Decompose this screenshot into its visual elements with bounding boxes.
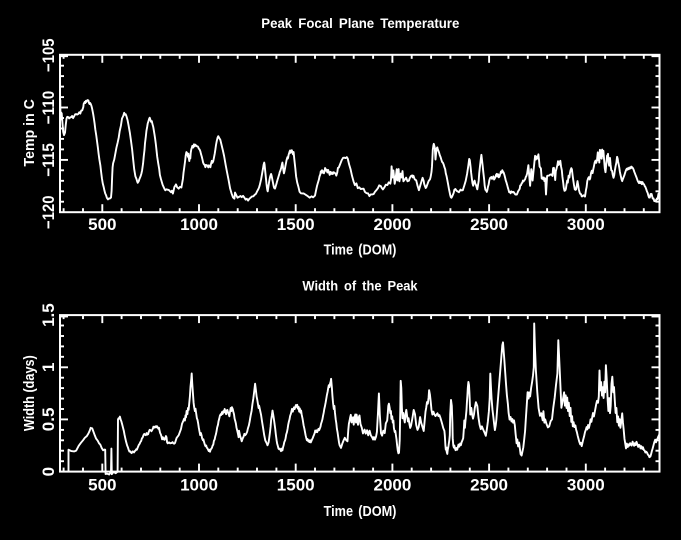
svg-text:−110: −110 — [39, 91, 58, 125]
svg-text:Temp in C: Temp in C — [21, 99, 38, 166]
svg-text:Time (DOM): Time (DOM) — [324, 242, 397, 258]
svg-text:2500: 2500 — [470, 215, 508, 234]
svg-text:3000: 3000 — [567, 215, 605, 234]
svg-text:Time (DOM): Time (DOM) — [324, 504, 397, 520]
svg-text:0: 0 — [39, 467, 58, 476]
svg-text:2000: 2000 — [373, 475, 411, 494]
svg-text:Width (days): Width (days) — [21, 355, 38, 431]
svg-text:1: 1 — [39, 363, 58, 372]
svg-text:−120: −120 — [39, 195, 58, 229]
svg-text:3000: 3000 — [567, 475, 605, 494]
svg-text:0.5: 0.5 — [39, 408, 58, 432]
svg-text:2500: 2500 — [470, 475, 508, 494]
svg-text:1500: 1500 — [277, 475, 315, 494]
svg-text:1.5: 1.5 — [39, 303, 58, 327]
svg-text:−115: −115 — [39, 143, 58, 177]
svg-text:Width of the Peak: Width of the Peak — [302, 279, 418, 294]
svg-text:1000: 1000 — [180, 475, 218, 494]
svg-text:1000: 1000 — [180, 215, 218, 234]
svg-text:1500: 1500 — [277, 215, 315, 234]
svg-text:−105: −105 — [39, 38, 58, 71]
svg-text:500: 500 — [88, 475, 116, 494]
svg-text:500: 500 — [88, 215, 116, 234]
svg-text:2000: 2000 — [373, 215, 411, 234]
svg-text:Peak Focal Plane Temperature: Peak Focal Plane Temperature — [261, 16, 459, 31]
